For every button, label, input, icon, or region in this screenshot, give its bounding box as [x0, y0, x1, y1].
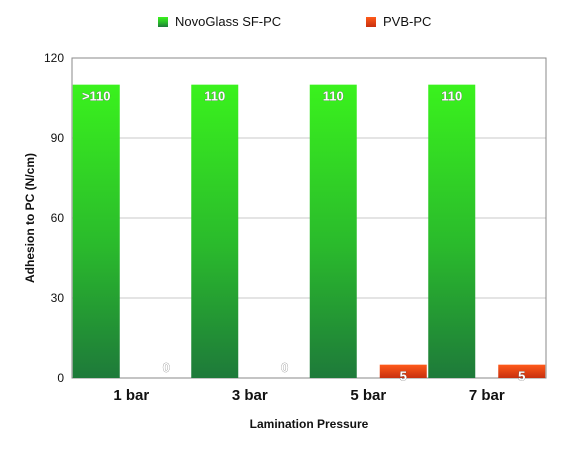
bar-novoglass-4 [428, 84, 476, 379]
x-tick-label: 5 bar [350, 387, 386, 404]
data-label: 5 [518, 369, 525, 384]
data-label: >110 [82, 89, 111, 104]
data-labels: >110 0 110 0 110 5 110 5 [82, 88, 526, 384]
data-label: 0 [163, 360, 170, 375]
x-axis-title: Lamination Pressure [250, 417, 369, 431]
bar-novoglass-2 [191, 84, 239, 379]
bar-novoglass-3 [309, 84, 357, 379]
data-label: 110 [323, 89, 344, 104]
legend-swatch [158, 17, 168, 27]
y-tick-label: 60 [51, 211, 65, 225]
x-axis-ticks: 1 bar 3 bar 5 bar 7 bar [113, 387, 505, 404]
data-label: 5 [400, 369, 407, 384]
legend: NovoGlass SF-PC PVB-PC [158, 14, 431, 29]
x-tick-label: 7 bar [469, 387, 505, 404]
y-axis-title: Adhesion to PC (N/cm) [23, 153, 37, 283]
plot-area-frame [71, 57, 547, 379]
bar-novoglass-1 [72, 84, 120, 379]
x-tick-label: 3 bar [232, 387, 268, 404]
data-label: 110 [204, 89, 225, 104]
y-tick-label: 90 [51, 131, 65, 145]
data-label: 110 [441, 89, 462, 104]
bars [72, 84, 546, 379]
data-label: 0 [281, 360, 288, 375]
bar-pvb-3 [379, 364, 427, 378]
y-tick-label: 30 [51, 291, 65, 305]
y-axis-ticks: 0 30 60 90 120 [44, 51, 64, 385]
legend-label: NovoGlass SF-PC [175, 14, 281, 29]
y-tick-label: 120 [44, 51, 64, 65]
legend-label: PVB-PC [383, 14, 431, 29]
y-tick-label: 0 [57, 371, 64, 385]
bar-pvb-4 [498, 364, 546, 378]
x-tick-label: 1 bar [113, 387, 149, 404]
legend-swatch [366, 17, 376, 27]
